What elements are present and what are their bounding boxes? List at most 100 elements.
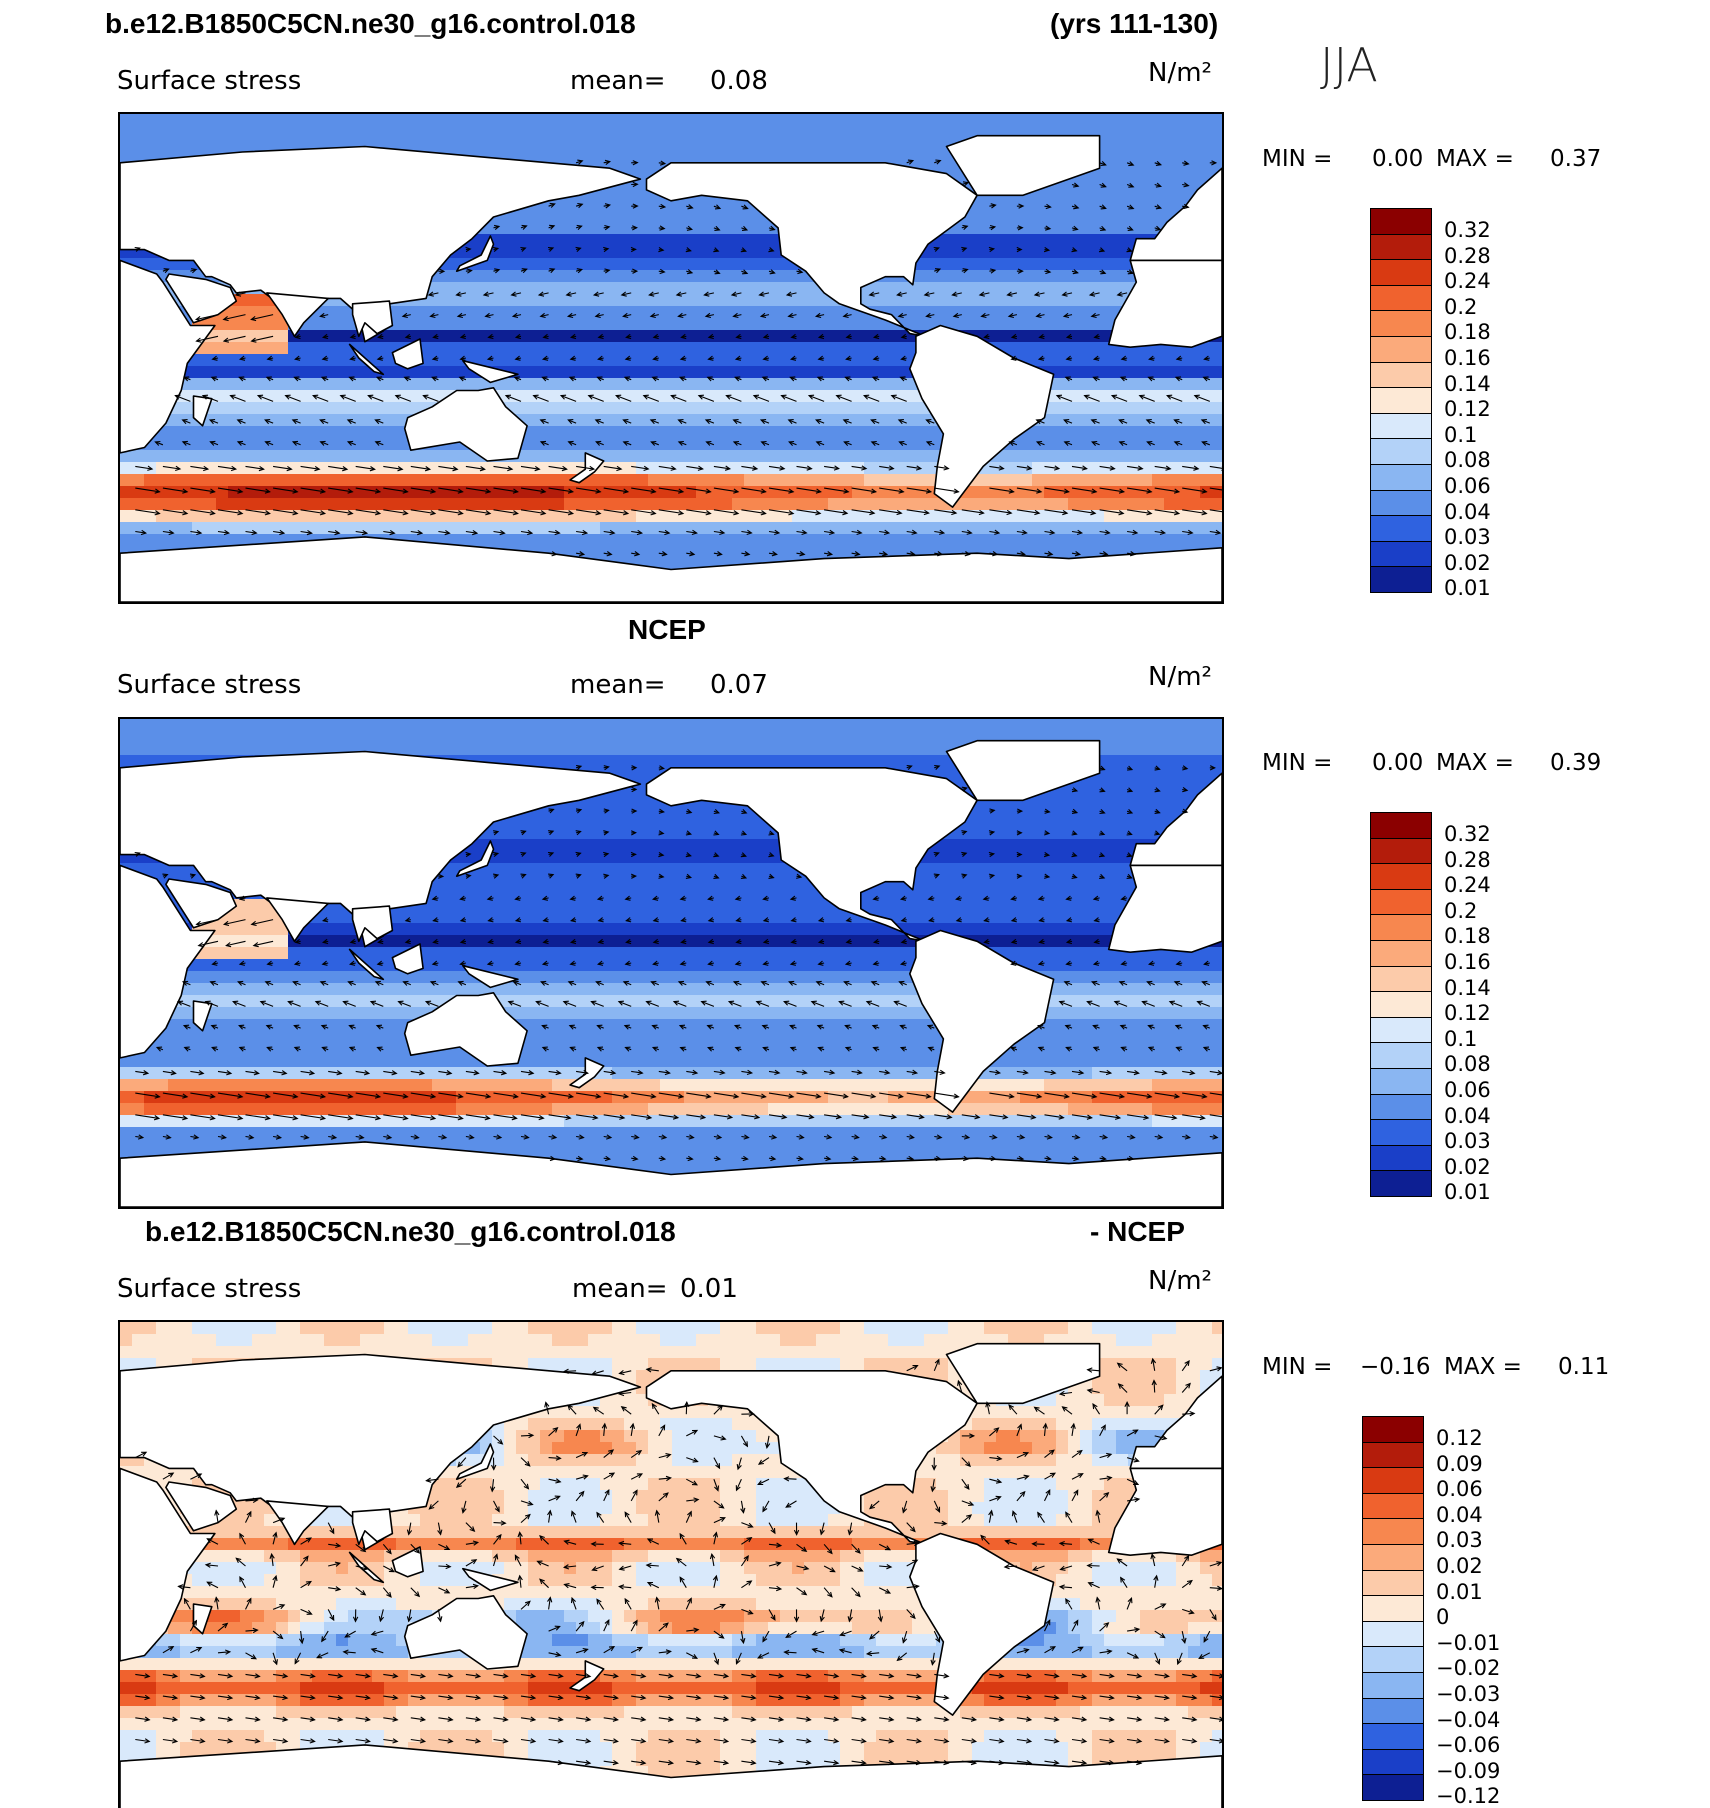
colorbar-swatch	[1370, 412, 1432, 440]
colorbar-swatch	[1370, 991, 1432, 1018]
colorbar-swatch	[1362, 1569, 1424, 1597]
colorbar-tick-label: 0.12	[1444, 397, 1491, 422]
colorbar-swatch	[1370, 515, 1432, 542]
colorbar-tick-label: 0.14	[1444, 371, 1491, 396]
colorbar-swatch	[1362, 1544, 1424, 1571]
panel3-colorbar: 0.12 0.09 0.06 0.04 0.03 0.02 0.01 0 −0.01 −0.02 −…	[1362, 1416, 1500, 1808]
colorbar-swatch	[1370, 489, 1432, 517]
panel1-mean-label: mean=	[570, 66, 666, 96]
colorbar-tick-label: −0.12	[1436, 1784, 1501, 1808]
season-label: JJA	[1320, 38, 1378, 92]
panel1-units: N/m²	[1148, 58, 1212, 88]
colorbar-tick-label: 0.09	[1436, 1451, 1483, 1476]
stress-vectors	[134, 159, 1222, 557]
colorbar-swatch	[1370, 1144, 1432, 1172]
colorbar-tick-label: 0.28	[1444, 243, 1491, 268]
colorbar-swatch	[1362, 1620, 1424, 1648]
colorbar-tick-label: 0.01	[1436, 1579, 1483, 1604]
panel2-mean-value: 0.07	[710, 670, 768, 700]
colorbar-swatch	[1370, 208, 1432, 235]
years-label: (yrs 111-130)	[1050, 8, 1219, 39]
colorbar-swatch	[1370, 1042, 1432, 1069]
colorbar-swatch	[1362, 1697, 1424, 1725]
case-title: b.e12.B1850C5CN.ne30_g16.control.018	[105, 8, 636, 39]
land-mask	[120, 134, 1222, 602]
colorbar-tick-label: 0.18	[1444, 320, 1491, 345]
colorbar-tick-label: 0.12	[1436, 1426, 1483, 1451]
panel1-max-value: 0.37	[1550, 146, 1602, 172]
panel2-mean-label: mean=	[570, 670, 666, 700]
colorbar-tick-label: 0.28	[1444, 847, 1491, 872]
colorbar-tick-label: −0.09	[1436, 1758, 1501, 1783]
land-mask	[120, 739, 1222, 1207]
panel1-min-label: MIN =	[1262, 146, 1333, 172]
panel3-max-value: 0.11	[1558, 1354, 1610, 1380]
colorbar-tick-label: 0.16	[1444, 950, 1491, 975]
colorbar-swatch	[1362, 1416, 1424, 1443]
colorbar-tick-label: 0.06	[1436, 1477, 1483, 1502]
panel3-map	[118, 1320, 1224, 1808]
stress-vectors	[134, 764, 1222, 1162]
colorbar-swatch	[1370, 310, 1432, 337]
colorbar-swatch	[1362, 1595, 1424, 1622]
panel2-title: NCEP	[628, 614, 706, 645]
colorbar-tick-label: 0.03	[1444, 1129, 1491, 1154]
colorbar-swatch	[1362, 1672, 1424, 1699]
colorbar-tick-label: 0.1	[1444, 422, 1478, 447]
colorbar-swatch	[1370, 438, 1432, 465]
panel3-label: Surface stress	[117, 1274, 302, 1304]
colorbar-swatch	[1370, 387, 1432, 414]
panel1-max-label: MAX =	[1436, 146, 1514, 172]
panel2-units: N/m²	[1148, 662, 1212, 692]
colorbar-swatch	[1370, 361, 1432, 389]
panel1-mean-value: 0.08	[710, 66, 768, 96]
colorbar-tick-label: 0.1	[1444, 1026, 1478, 1051]
colorbar-swatch	[1362, 1748, 1424, 1776]
colorbar-tick-label: 0	[1436, 1605, 1450, 1630]
colorbar-swatch	[1370, 566, 1432, 593]
colorbar-swatch	[1370, 837, 1432, 865]
colorbar-tick-label: 0.24	[1444, 269, 1491, 294]
colorbar-tick-label: 0.04	[1436, 1502, 1483, 1527]
colorbar-tick-label: −0.02	[1436, 1656, 1501, 1681]
colorbar-tick-label: 0.02	[1444, 1154, 1491, 1179]
colorbar-swatch	[1370, 259, 1432, 286]
colorbar-tick-label: 0.03	[1436, 1528, 1483, 1553]
panel2-map-svg	[120, 719, 1222, 1207]
colorbar-tick-label: 0.16	[1444, 346, 1491, 371]
panel3-min-label: MIN =	[1262, 1354, 1333, 1380]
panel3-title-right: - NCEP	[1090, 1216, 1185, 1247]
colorbar-swatch	[1362, 1492, 1424, 1520]
colorbar-swatch	[1370, 233, 1432, 261]
panel3-min-value: −0.16	[1360, 1354, 1431, 1380]
colorbar-tick-label: −0.06	[1436, 1733, 1501, 1758]
colorbar-swatch	[1370, 812, 1432, 839]
colorbar-swatch	[1362, 1723, 1424, 1750]
panel1-map	[118, 112, 1224, 604]
colorbar-tick-label: 0.2	[1444, 898, 1478, 923]
colorbar-tick-label: 0.02	[1436, 1554, 1483, 1579]
panel3-title: b.e12.B1850C5CN.ne30_g16.control.018	[145, 1216, 676, 1247]
colorbar-tick-label: 0.2	[1444, 294, 1478, 319]
colorbar-tick-label: 0.06	[1444, 474, 1491, 499]
colorbar-tick-label: 0.02	[1444, 550, 1491, 575]
colorbar-swatch	[1370, 888, 1432, 916]
panel2-label: Surface stress	[117, 670, 302, 700]
panel1-colorbar: 0.32 0.28 0.24 0.2 0.18 0.16 0.14 0.12 0.1 0.08 0.…	[1370, 208, 1491, 600]
colorbar-tick-label: −0.01	[1436, 1630, 1501, 1655]
colorbar-swatch	[1370, 863, 1432, 890]
colorbar-swatch	[1370, 940, 1432, 967]
colorbar-tick-label: 0.14	[1444, 975, 1491, 1000]
colorbar-swatch	[1370, 336, 1432, 363]
panel2-max-value: 0.39	[1550, 750, 1602, 776]
colorbar-tick-label: 0.04	[1444, 499, 1491, 524]
colorbar-swatch	[1370, 1016, 1432, 1044]
colorbar-swatch	[1362, 1441, 1424, 1469]
colorbar-swatch	[1370, 1170, 1432, 1197]
colorbar-swatch	[1370, 1119, 1432, 1146]
stress-vectors	[135, 1357, 1222, 1766]
colorbar-swatch	[1370, 1068, 1432, 1095]
colorbar-swatch	[1362, 1518, 1424, 1545]
colorbar-tick-label: 0.06	[1444, 1078, 1491, 1103]
colorbar-swatch	[1362, 1646, 1424, 1673]
